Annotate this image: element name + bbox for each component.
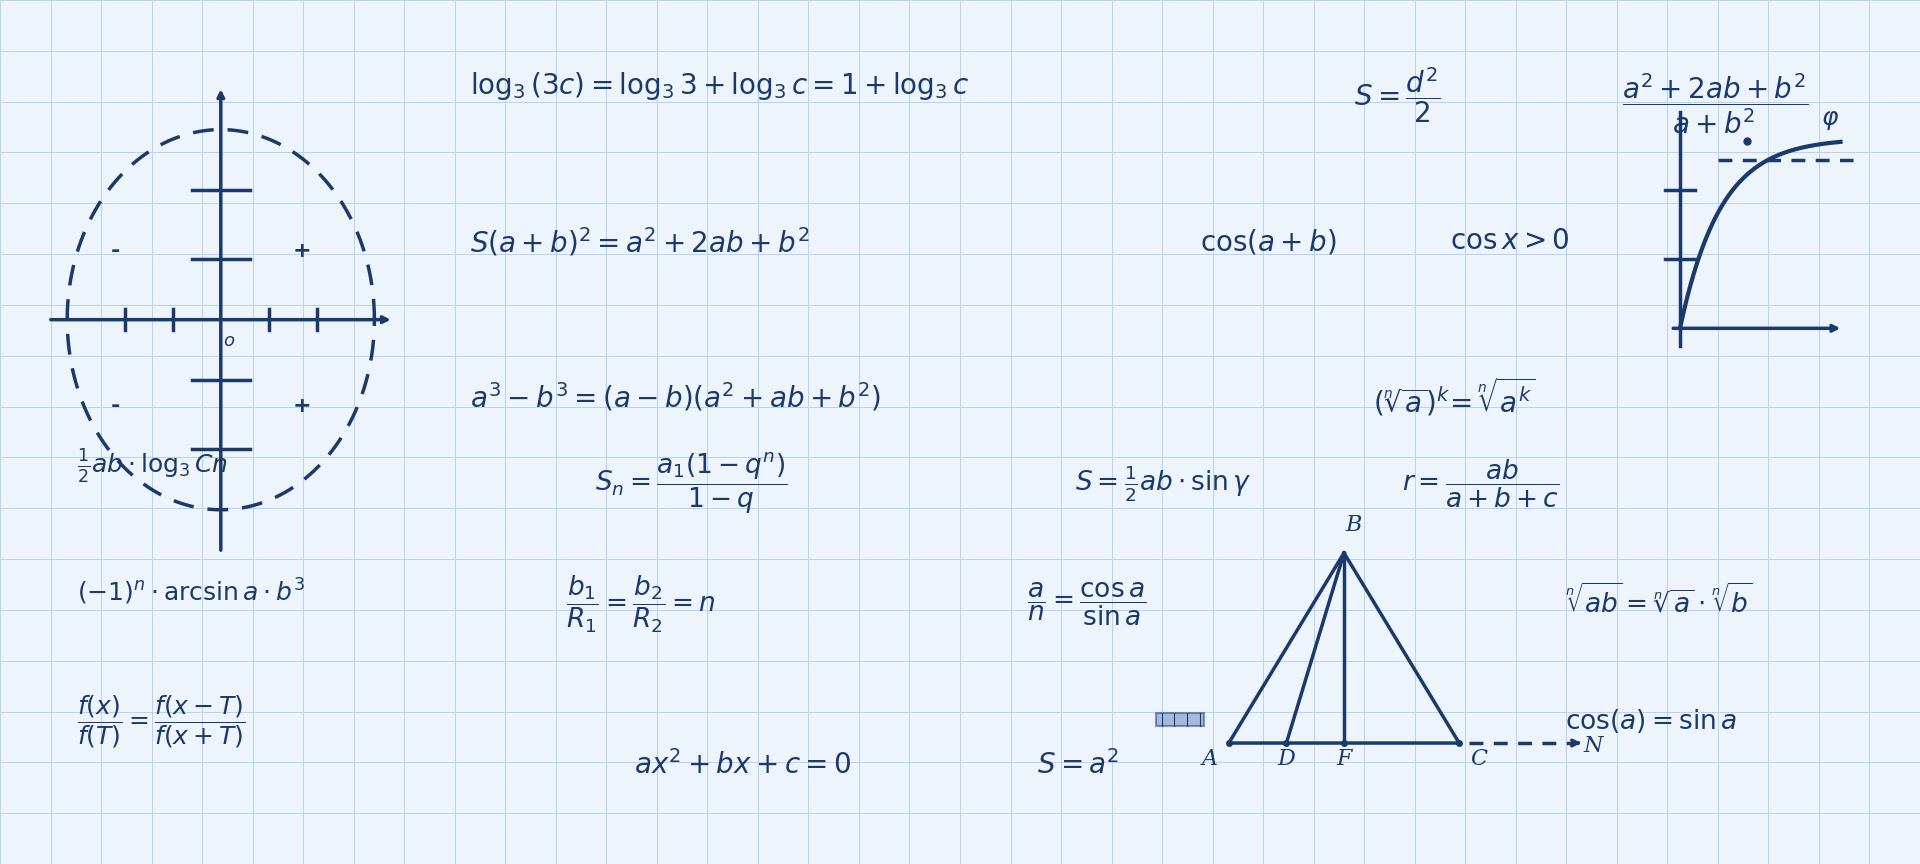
Text: B: B [1346, 514, 1361, 536]
Text: $(-1)^n \cdot \arcsin a \cdot b^3$: $(-1)^n \cdot \arcsin a \cdot b^3$ [77, 577, 305, 607]
Text: $\dfrac{a}{n} = \dfrac{\cos a}{\sin a}$: $\dfrac{a}{n} = \dfrac{\cos a}{\sin a}$ [1027, 581, 1146, 628]
Text: $\cos(a+b)$: $\cos(a+b)$ [1200, 227, 1336, 257]
Text: -: - [111, 396, 119, 416]
Text: $r = \dfrac{ab}{a+b+c}$: $r = \dfrac{ab}{a+b+c}$ [1402, 458, 1559, 510]
Text: $S_n = \dfrac{a_1(1-q^n)}{1-q}$: $S_n = \dfrac{a_1(1-q^n)}{1-q}$ [595, 451, 787, 517]
Text: A: A [1202, 747, 1217, 770]
Text: $\varphi$: $\varphi$ [1820, 110, 1839, 132]
Text: $\log_3(3c) = \log_3 3 + \log_3 c = 1 + \log_3 c$: $\log_3(3c) = \log_3 3 + \log_3 c = 1 + … [470, 70, 970, 103]
Text: +: + [292, 396, 311, 416]
Text: F: F [1336, 747, 1352, 770]
Text: o: o [223, 333, 234, 350]
Text: D: D [1277, 747, 1296, 770]
Text: -: - [111, 240, 119, 261]
Text: $\dfrac{b_1}{R_1} = \dfrac{b_2}{R_2} = n$: $\dfrac{b_1}{R_1} = \dfrac{b_2}{R_2} = n… [566, 575, 716, 635]
Text: N: N [1584, 734, 1603, 757]
Text: $\left(\sqrt[n]{a}\right)^k\! = \sqrt[n]{a^k}$: $\left(\sqrt[n]{a}\right)^k\! = \sqrt[n]… [1373, 376, 1536, 419]
Text: $\sqrt[n]{ab} = \sqrt[n]{a} \cdot \sqrt[n]{b}$: $\sqrt[n]{ab} = \sqrt[n]{a} \cdot \sqrt[… [1565, 583, 1753, 618]
Text: $\dfrac{f(x)}{f(T)} = \dfrac{f(x-T)}{f(x+T)}$: $\dfrac{f(x)}{f(T)} = \dfrac{f(x-T)}{f(x… [77, 693, 246, 750]
Text: $S = \frac{1}{2}ab \cdot \sin\gamma$: $S = \frac{1}{2}ab \cdot \sin\gamma$ [1075, 464, 1252, 504]
Text: $\dfrac{a^2 + 2ab + b^2}{a + b^2}$: $\dfrac{a^2 + 2ab + b^2}{a + b^2}$ [1622, 72, 1809, 136]
Text: $\frac{1}{2}ab \cdot \log_3 Cn$: $\frac{1}{2}ab \cdot \log_3 Cn$ [77, 448, 228, 486]
Polygon shape [1156, 713, 1204, 726]
Text: $a^3 - b^3 = (a-b)(a^2 + ab + b^2)$: $a^3 - b^3 = (a-b)(a^2 + ab + b^2)$ [470, 381, 881, 414]
Text: $\cos(a) = \sin a$: $\cos(a) = \sin a$ [1565, 708, 1738, 735]
Text: $S = a^2$: $S = a^2$ [1037, 750, 1119, 779]
Text: $S = \dfrac{d^2}{2}$: $S = \dfrac{d^2}{2}$ [1354, 66, 1440, 124]
Text: C: C [1471, 747, 1486, 770]
Text: +: + [292, 240, 311, 261]
Text: $S(a+b)^2 = a^2 + 2ab + b^2$: $S(a+b)^2 = a^2 + 2ab + b^2$ [470, 226, 810, 258]
Text: $\cos x > 0$: $\cos x > 0$ [1450, 228, 1569, 256]
Text: $ax^2 + bx + c = 0$: $ax^2 + bx + c = 0$ [634, 750, 851, 779]
